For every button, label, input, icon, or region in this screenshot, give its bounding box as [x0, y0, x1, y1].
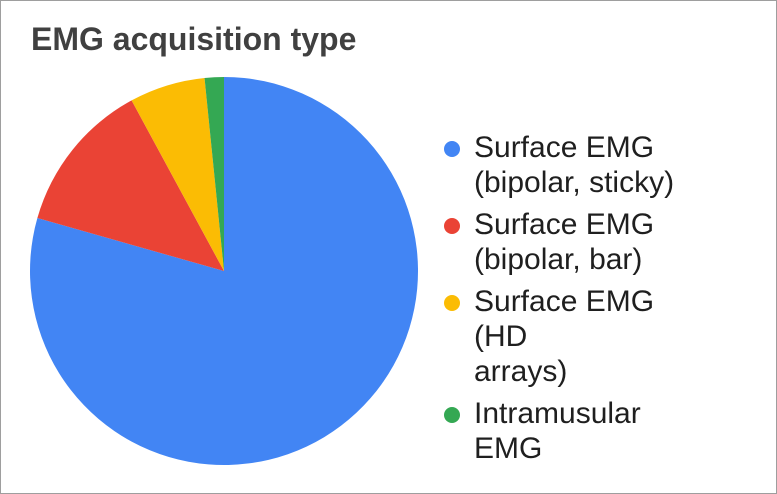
- legend-label-line: Surface EMG: [474, 131, 655, 164]
- legend-label-line: Surface EMG (HD: [474, 285, 655, 353]
- legend-label-line: Intramusular EMG: [474, 397, 641, 465]
- legend-label: Surface EMG (bipolar, bar): [474, 207, 654, 277]
- legend-label: Surface EMG (HD arrays): [474, 284, 706, 389]
- pie-slice-2[interactable]: [131, 77, 224, 271]
- chart-legend: Surface EMG (bipolar, sticky) Surface EM…: [444, 130, 706, 473]
- legend-item-surface-emg-bipolar-sticky[interactable]: Surface EMG (bipolar, sticky): [444, 130, 706, 200]
- pie-slice-0[interactable]: [30, 77, 419, 466]
- pie-slice-1[interactable]: [37, 100, 225, 271]
- legend-bullet-icon: [444, 407, 460, 423]
- chart-title: EMG acquisition type: [31, 21, 357, 57]
- legend-label: Surface EMG (bipolar, sticky): [474, 130, 674, 200]
- legend-label-line: Surface EMG: [474, 208, 655, 241]
- legend-label-line: arrays): [474, 355, 568, 388]
- legend-label-line: (bipolar, sticky): [474, 166, 675, 199]
- pie-slice-3[interactable]: [204, 77, 224, 271]
- legend-label: Intramusular EMG: [474, 396, 706, 466]
- legend-label-line: (bipolar, bar): [474, 243, 643, 276]
- legend-item-surface-emg-hd-arrays[interactable]: Surface EMG (HD arrays): [444, 284, 706, 389]
- legend-item-surface-emg-bipolar-bar[interactable]: Surface EMG (bipolar, bar): [444, 207, 706, 277]
- pie-slices: [30, 77, 419, 466]
- legend-bullet-icon: [444, 141, 460, 157]
- legend-bullet-icon: [444, 295, 460, 311]
- legend-item-intramusular-emg[interactable]: Intramusular EMG: [444, 396, 706, 466]
- legend-bullet-icon: [444, 218, 460, 234]
